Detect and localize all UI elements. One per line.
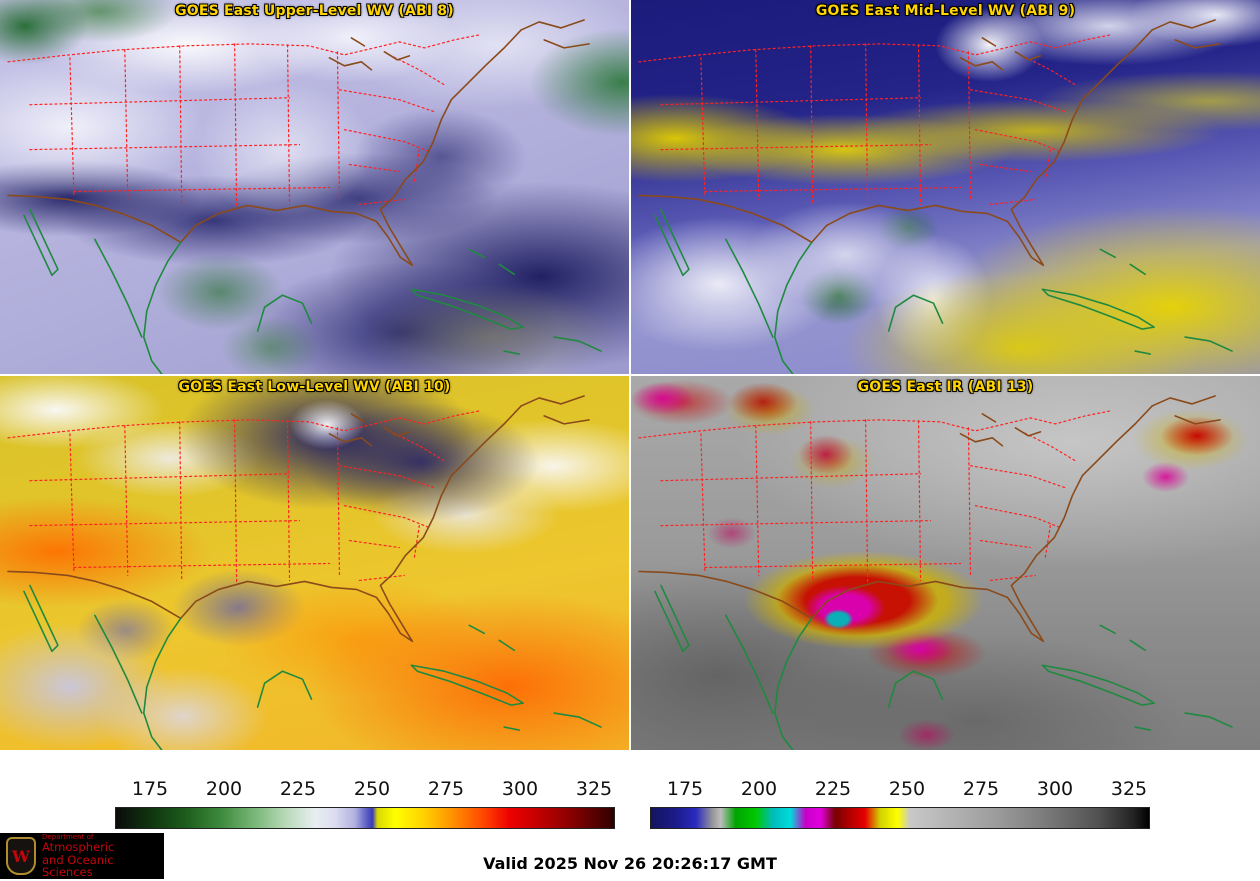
- tick-label: 300: [1036, 778, 1074, 800]
- logo-line-department: Department of: [42, 832, 94, 841]
- map-boundaries-overlay: [638, 395, 1233, 750]
- tick-label: 325: [575, 778, 613, 800]
- tick-label: 275: [427, 778, 465, 800]
- wv-colorbar: [115, 807, 615, 829]
- panel-upper-level-wv: GOES East Upper-Level WV (ABI 8): [0, 0, 629, 374]
- tick-label: 250: [353, 778, 391, 800]
- ir-colorbar: [650, 807, 1150, 829]
- map-boundaries-overlay: [7, 395, 602, 750]
- panel-low-level-wv: GOES East Low-Level WV (ABI 10): [0, 376, 629, 750]
- tick-label: 175: [131, 778, 169, 800]
- tick-label: 250: [888, 778, 926, 800]
- tick-label: 200: [740, 778, 778, 800]
- tick-label: 225: [814, 778, 852, 800]
- wv-colorbar-ticks: 175 200 225 250 275 300 325: [115, 778, 615, 804]
- tick-label: 200: [205, 778, 243, 800]
- panel-ir: GOES East IR (ABI 13): [631, 376, 1260, 750]
- panel-title-abi9: GOES East Mid-Level WV (ABI 9): [815, 3, 1076, 19]
- uw-aos-logo: W Department of Atmospheric and Oceanic …: [0, 833, 164, 879]
- map-boundaries-overlay: [7, 19, 602, 374]
- uw-crest-icon: W: [6, 837, 36, 875]
- logo-line-atmospheric: Atmospheric: [42, 840, 115, 855]
- map-boundaries-overlay: [638, 19, 1233, 374]
- uw-aos-logo-text: Department of Atmospheric and Oceanic Sc…: [42, 832, 164, 879]
- panel-title-abi10: GOES East Low-Level WV (ABI 10): [178, 379, 451, 395]
- logo-line-oceanic: and Oceanic Sciences: [42, 852, 114, 879]
- tick-label: 300: [501, 778, 539, 800]
- panel-title-abi13: GOES East IR (ABI 13): [857, 379, 1034, 395]
- satellite-quad-grid: GOES East Upper-Level WV (ABI 8) GOES Ea…: [0, 0, 1260, 750]
- wv-colorbar-block: 175 200 225 250 275 300 325: [115, 778, 615, 829]
- valid-timestamp: Valid 2025 Nov 26 20:26:17 GMT: [483, 854, 777, 873]
- ir-colorbar-block: 175 200 225 250 275 300 325: [650, 778, 1150, 829]
- panel-title-abi8: GOES East Upper-Level WV (ABI 8): [175, 3, 454, 19]
- footer: 175 200 225 250 275 300 325 175 200 225 …: [0, 750, 1260, 879]
- crest-letter: W: [12, 846, 30, 866]
- tick-label: 175: [666, 778, 704, 800]
- panel-mid-level-wv: GOES East Mid-Level WV (ABI 9): [631, 0, 1260, 374]
- tick-label: 225: [279, 778, 317, 800]
- tick-label: 325: [1110, 778, 1148, 800]
- tick-label: 275: [962, 778, 1000, 800]
- ir-colorbar-ticks: 175 200 225 250 275 300 325: [650, 778, 1150, 804]
